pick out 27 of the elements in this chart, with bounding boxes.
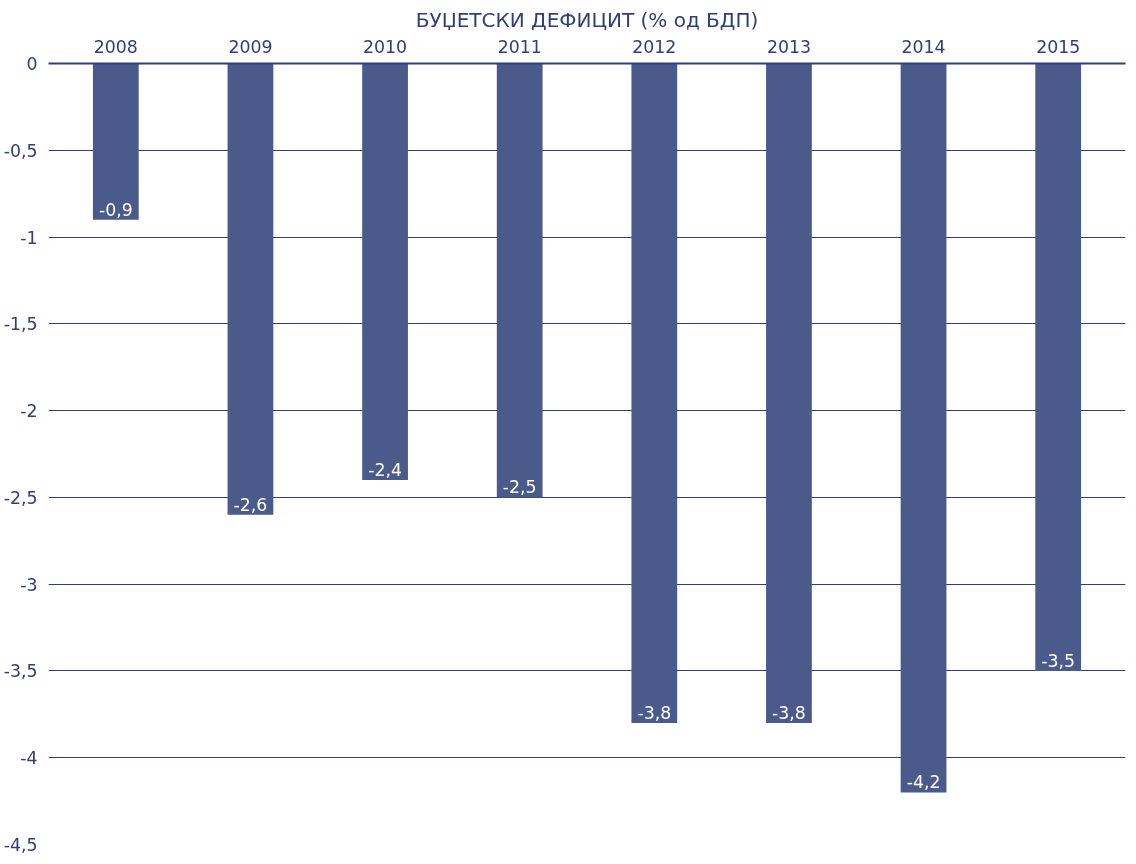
chart-title: БУЏЕТСКИ ДЕФИЦИТ (% од БДП) [415, 7, 759, 32]
x-tick-label: 2013 [766, 36, 811, 57]
data-label: -3,8 [772, 703, 806, 724]
y-tick-label: -2,5 [3, 487, 38, 508]
data-label: -2,4 [368, 460, 402, 481]
x-tick-label: 2014 [901, 36, 946, 57]
data-label: -2,6 [233, 494, 268, 515]
y-tick-label: -2 [20, 401, 38, 422]
y-tick-label: 0 [26, 54, 38, 74]
x-tick-label: 2011 [497, 36, 542, 57]
y-tick-label: -4 [20, 748, 38, 769]
x-tick-label: 2015 [1036, 36, 1081, 57]
data-label: -3,5 [1041, 650, 1076, 671]
x-tick-label: 2012 [632, 36, 677, 57]
y-tick-label: -1,5 [3, 314, 38, 335]
x-tick-label: 2009 [228, 36, 273, 57]
y-tick-label: -4,5 [3, 835, 38, 855]
data-label: -0,9 [98, 199, 133, 220]
data-label: -4,2 [906, 772, 941, 793]
y-tick-label: -3,5 [3, 661, 38, 682]
y-tick-label: -3 [20, 574, 38, 595]
y-tick-label: -1 [20, 227, 38, 248]
x-tick-label: 2010 [363, 36, 408, 57]
y-tick-label: -0,5 [3, 140, 38, 161]
data-label: -3,8 [637, 703, 672, 724]
x-tick-label: 2008 [93, 36, 138, 57]
data-label: -2,5 [502, 477, 537, 498]
